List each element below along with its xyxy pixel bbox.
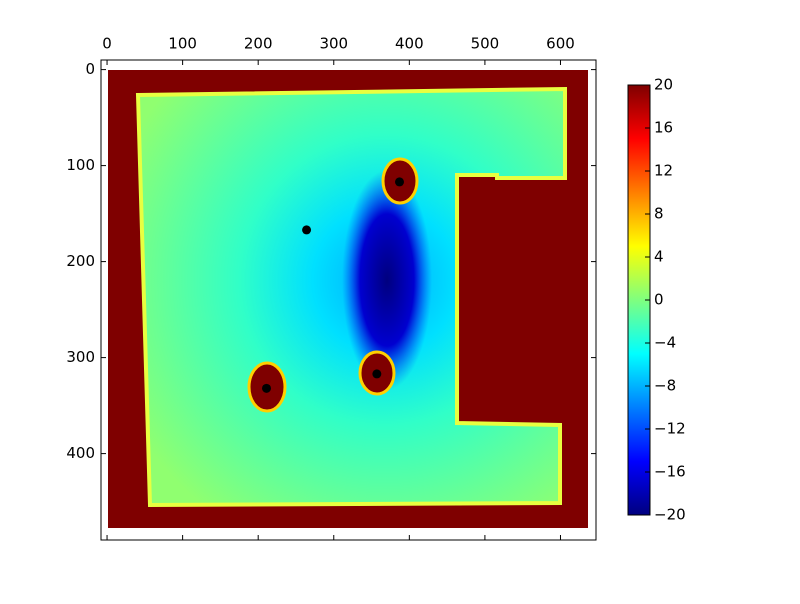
x-tick-label: 300 bbox=[319, 35, 348, 53]
y-tick-label: 200 bbox=[66, 252, 95, 270]
x-tick-label: 100 bbox=[168, 35, 197, 53]
y-tick-label: 100 bbox=[66, 156, 95, 174]
colorbar-tick-label: −12 bbox=[654, 420, 686, 438]
colorbar-tick-label: 0 bbox=[654, 291, 664, 309]
colorbar-tick-label: 20 bbox=[654, 76, 673, 94]
colorbar-tick-label: −4 bbox=[654, 334, 676, 352]
colorbar-tick-label: −20 bbox=[654, 506, 686, 524]
point bbox=[262, 383, 272, 393]
x-tick-label: 0 bbox=[102, 35, 112, 53]
axes-frame bbox=[100, 59, 597, 541]
colorbar-tick-label: −16 bbox=[654, 463, 686, 481]
y-tick-label: 0 bbox=[85, 60, 95, 78]
x-tick-label: 600 bbox=[546, 35, 575, 53]
field-image bbox=[108, 70, 588, 528]
y-tick-label: 300 bbox=[66, 348, 95, 366]
colorbar-tick-label: 8 bbox=[654, 205, 664, 223]
point bbox=[372, 369, 382, 379]
x-tick-label: 200 bbox=[244, 35, 273, 53]
colorbar-tick-label: 12 bbox=[654, 162, 673, 180]
point bbox=[302, 225, 312, 235]
x-tick-label: 400 bbox=[395, 35, 424, 53]
x-tick-label: 500 bbox=[471, 35, 500, 53]
point bbox=[395, 177, 405, 187]
colorbar-tick-label: 16 bbox=[654, 119, 673, 137]
colorbar-tick-label: −8 bbox=[654, 377, 676, 395]
y-tick-label: 400 bbox=[66, 444, 95, 462]
colorbar-tick-label: 4 bbox=[654, 248, 664, 266]
